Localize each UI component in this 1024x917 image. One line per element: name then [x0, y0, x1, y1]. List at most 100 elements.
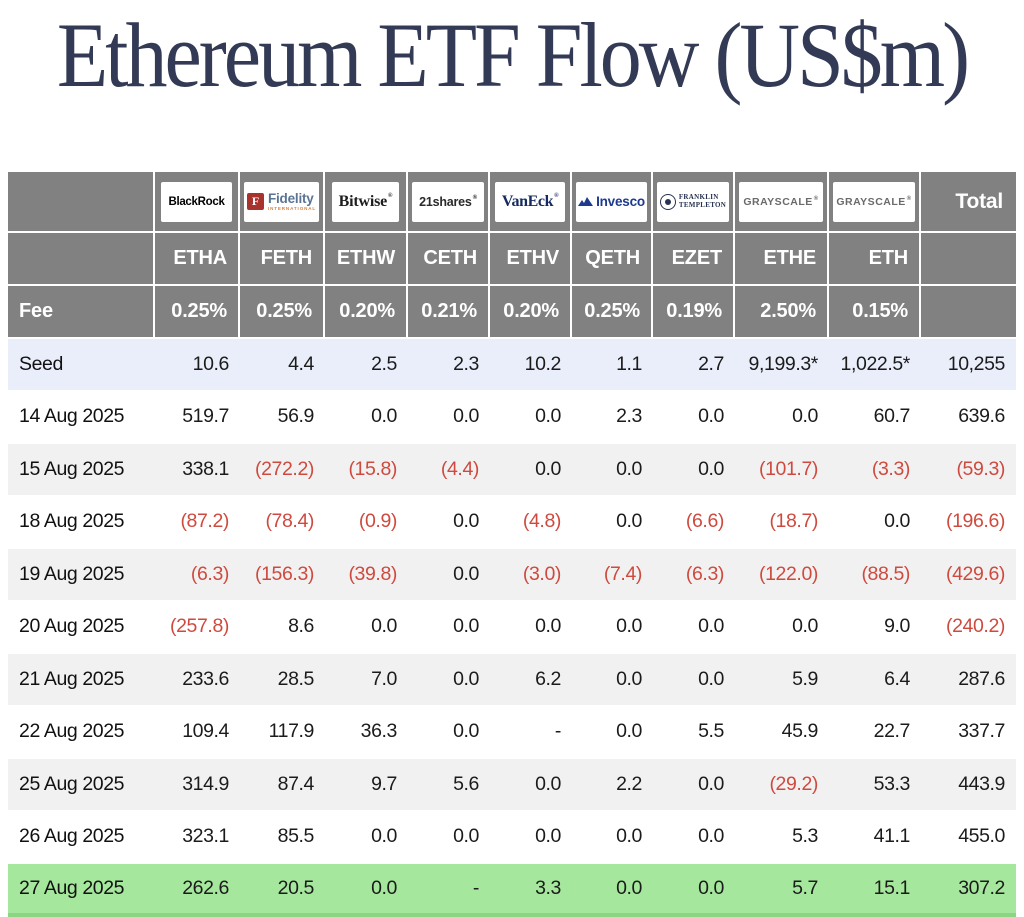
ticker-cell: ETH: [829, 233, 921, 286]
value-cell: 9,199.3*: [748, 352, 819, 375]
trademark-icon: ®: [554, 192, 559, 199]
fee-total-blank-cell: [921, 286, 1016, 339]
total-cell: (240.2): [946, 615, 1005, 638]
table-row: Seed 10.6 4.4 2.5 2.3 10.2 1.1 2.7 9,199.3* 1,022…: [8, 339, 1016, 392]
value-cell: (18.7): [769, 510, 818, 533]
total-cell: 455.0: [958, 825, 1005, 848]
row-label: 19 Aug 2025: [19, 562, 125, 585]
row-label: 22 Aug 2025: [19, 720, 125, 743]
page-title: Ethereum ETF Flow (US$m): [56, 4, 970, 108]
value-cell: 1,022.5*: [840, 352, 911, 375]
value-cell: 85.5: [277, 825, 315, 848]
fee-cell: 0.19%: [653, 286, 735, 339]
value-cell: (257.8): [170, 615, 229, 638]
fee-cell: 0.25%: [240, 286, 325, 339]
value-cell: 0.0: [616, 825, 642, 848]
ticker-row-label-cell: [8, 233, 155, 286]
value-cell: 7.0: [371, 667, 397, 690]
value-cell: 5.6: [453, 772, 479, 795]
issuer-logo-cell: Invesco: [572, 172, 653, 233]
value-cell: (122.0): [759, 562, 818, 585]
value-cell: 10.2: [524, 352, 562, 375]
franklin-templeton-line: TEMPLETON: [678, 200, 727, 209]
value-cell: 2.2: [616, 772, 642, 795]
value-cell: 45.9: [781, 720, 819, 743]
franklin-templeton-lines: FRANKLIN TEMPLETON: [678, 193, 727, 209]
value-cell: 56.9: [277, 405, 315, 428]
value-cell: 0.0: [453, 825, 479, 848]
grayscale-logo: GRAYSCALE®: [833, 181, 915, 222]
value-cell: (272.2): [255, 457, 314, 480]
value-cell: 0.0: [535, 772, 561, 795]
value-cell: (39.8): [348, 562, 397, 585]
issuer-logo-cell: Bitwise®: [325, 172, 408, 233]
row-label: 27 Aug 2025: [19, 876, 125, 899]
value-cell: 0.0: [371, 876, 397, 899]
fidelity-logo: F Fidelity INTERNATIONAL: [244, 181, 319, 222]
value-cell: (29.2): [769, 772, 818, 795]
value-cell: 117.9: [268, 720, 315, 743]
etf-flow-table: BlackRock F Fidelity INTERNATIONAL Bitwise® 2…: [8, 172, 1016, 917]
ticker-cell: ETHW: [325, 233, 408, 286]
value-cell: 0.0: [535, 405, 561, 428]
invesco-logo: Invesco: [576, 181, 647, 222]
issuer-logo-cell: GRAYSCALE®: [829, 172, 921, 233]
grayscale-wordmark: GRAYSCALE®: [836, 195, 912, 208]
value-cell: 0.0: [698, 405, 724, 428]
value-cell: 10.6: [192, 352, 230, 375]
value-cell: 0.0: [616, 457, 642, 480]
value-cell: (3.0): [522, 562, 562, 585]
value-cell: 60.7: [873, 405, 911, 428]
total-cell: 639.6: [958, 405, 1005, 428]
value-cell: 0.0: [792, 615, 818, 638]
row-label: 18 Aug 2025: [19, 510, 125, 533]
table-row: 19 Aug 2025 (6.3) (156.3) (39.8) 0.0 (3.0) (7.…: [8, 549, 1016, 602]
value-cell: 0.0: [453, 615, 479, 638]
row-label: Seed: [19, 352, 63, 375]
value-cell: 0.0: [371, 615, 397, 638]
fee-cell: 0.25%: [572, 286, 653, 339]
total-cell: 443.9: [958, 772, 1005, 795]
blackrock-logo: BlackRock: [161, 181, 232, 222]
value-cell: 0.0: [698, 615, 724, 638]
value-cell: 9.7: [371, 772, 397, 795]
ticker-cell: ETHE: [735, 233, 829, 286]
fidelity-f-icon: F: [246, 193, 264, 210]
value-cell: 0.0: [884, 510, 910, 533]
value-cell: 22.7: [873, 720, 911, 743]
value-cell: (15.8): [348, 457, 397, 480]
value-cell: 1.1: [616, 352, 642, 375]
bitwise-logo: Bitwise®: [331, 181, 400, 222]
fee-row: Fee 0.25% 0.25% 0.20% 0.21% 0.20% 0.25% 0.19% 2.…: [8, 286, 1016, 339]
fidelity-name: Fidelity: [267, 191, 314, 206]
row-label: 25 Aug 2025: [19, 772, 125, 795]
blackrock-wordmark: BlackRock: [168, 195, 225, 208]
row-label: 21 Aug 2025: [19, 667, 125, 690]
value-cell: 0.0: [698, 876, 724, 899]
value-cell: 0.0: [698, 667, 724, 690]
fee-cell: 0.20%: [490, 286, 572, 339]
value-cell: (78.4): [265, 510, 314, 533]
value-cell: 53.3: [873, 772, 911, 795]
table-row: 21 Aug 2025 233.6 28.5 7.0 0.0 6.2 0.0 0.0 5.9 6.…: [8, 654, 1016, 707]
value-cell: 519.7: [182, 405, 229, 428]
value-cell: (101.7): [759, 457, 818, 480]
value-cell: (156.3): [255, 562, 314, 585]
value-cell: 314.9: [182, 772, 229, 795]
value-cell: 87.4: [277, 772, 315, 795]
total-cell: 307.2: [958, 876, 1005, 899]
row-label: 14 Aug 2025: [19, 405, 125, 428]
fee-cell: 0.15%: [829, 286, 921, 339]
value-cell: 0.0: [535, 825, 561, 848]
value-cell: 9.0: [884, 615, 910, 638]
ticker-cell: FETH: [240, 233, 325, 286]
value-cell: 6.4: [884, 667, 910, 690]
table-row: 27 Aug 2025 262.6 20.5 0.0 - 3.3 0.0 0.0 5.7 15.1…: [8, 864, 1016, 917]
value-cell: (4.4): [440, 457, 480, 480]
total-cell: 10,255: [947, 352, 1006, 375]
value-cell: 0.0: [616, 876, 642, 899]
value-cell: 233.6: [182, 667, 229, 690]
franklin-seal-dot: [664, 198, 671, 205]
value-cell: 2.5: [371, 352, 397, 375]
value-cell: 6.2: [535, 667, 561, 690]
